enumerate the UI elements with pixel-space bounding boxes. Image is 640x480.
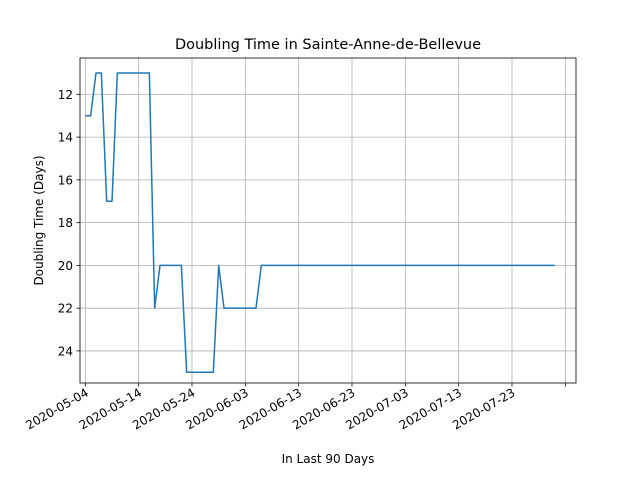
y-tick-label: 20: [58, 259, 73, 273]
x-axis-label: In Last 90 Days: [282, 452, 375, 466]
y-tick-label: 18: [58, 216, 73, 230]
chart-title: Doubling Time in Sainte-Anne-de-Bellevue: [175, 37, 481, 53]
plot-frame: [79, 57, 577, 384]
series-layer: [85, 72, 555, 374]
series-line: [85, 72, 555, 374]
y-tick-label: 14: [58, 131, 73, 145]
y-axis: 12 14 16 18 20 22 24: [58, 88, 80, 358]
y-tick-label: 16: [58, 173, 73, 187]
y-tick-label: 22: [58, 302, 73, 316]
y-tick-label: 24: [58, 344, 73, 358]
y-axis-label: Doubling Time (Days): [32, 155, 46, 285]
y-tick-label: 12: [58, 88, 73, 102]
